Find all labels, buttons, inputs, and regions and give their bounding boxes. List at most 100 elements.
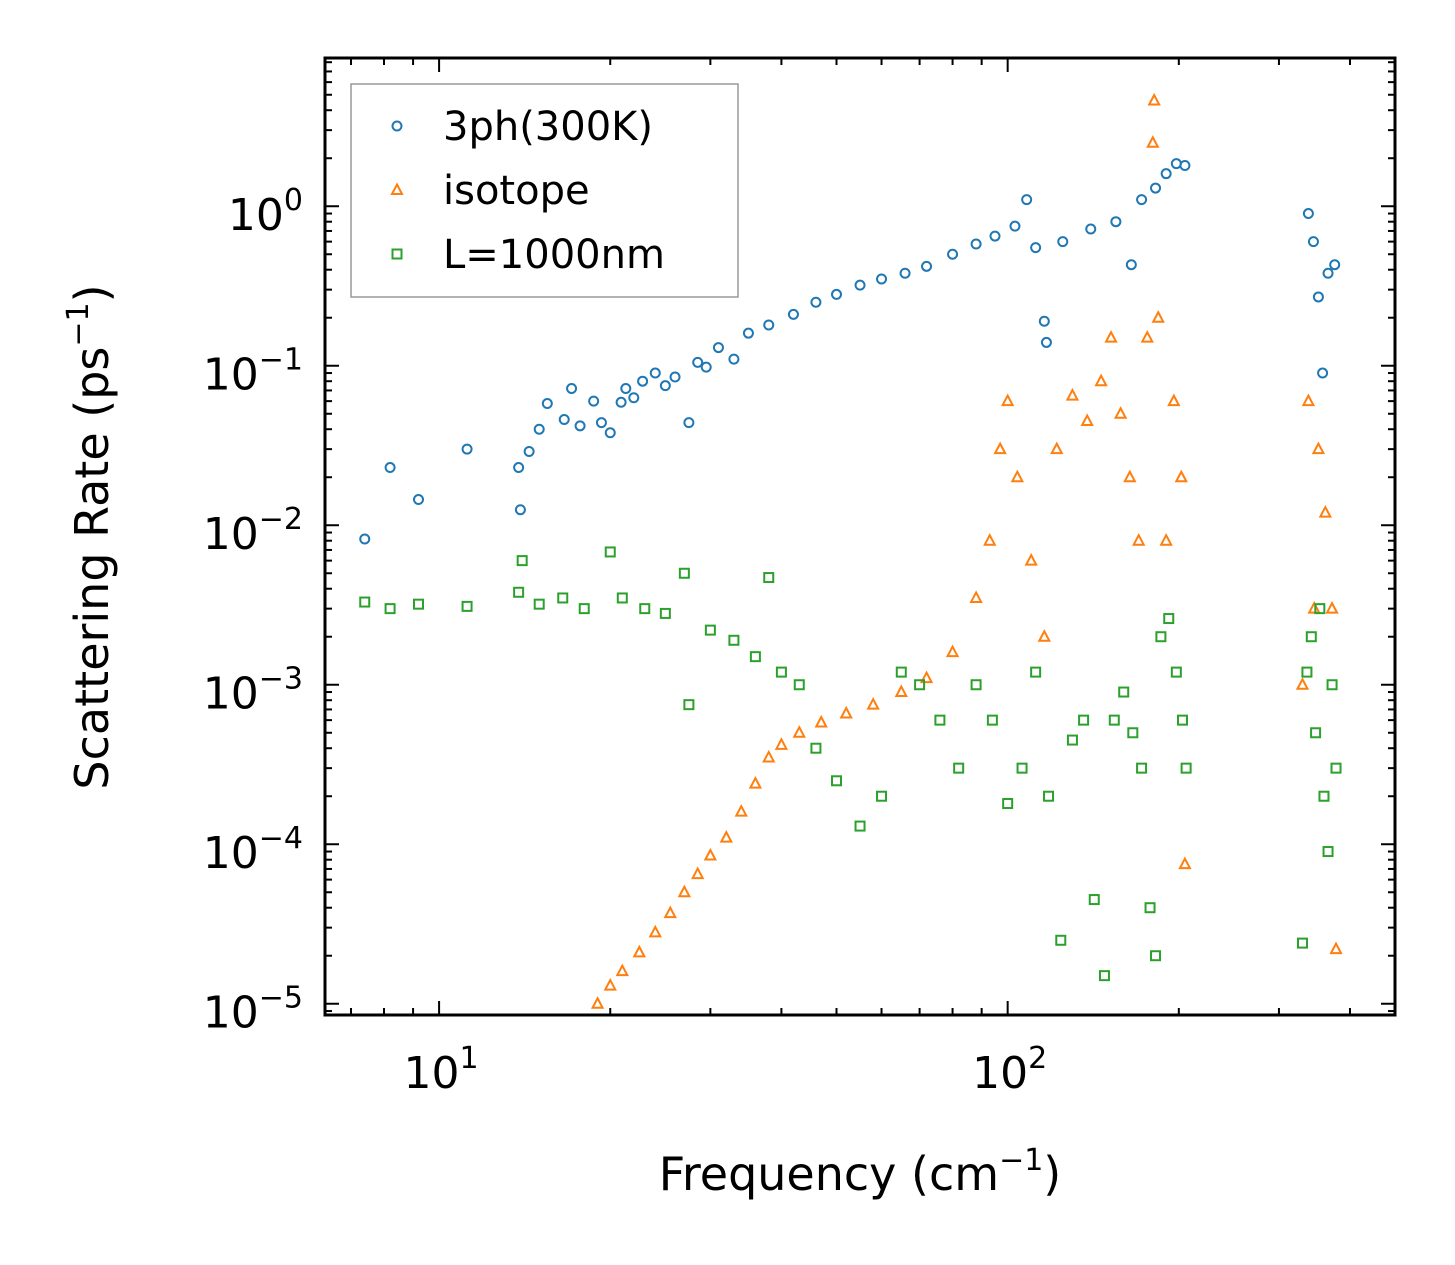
data-point (649, 367, 661, 379)
data-point (663, 905, 677, 919)
data-point (359, 533, 371, 545)
data-point (1144, 902, 1156, 914)
data-point (1329, 259, 1341, 271)
data-point (1160, 168, 1172, 180)
legend: 3ph(300K) isotope L=1000nm (350, 83, 739, 298)
data-point (742, 327, 754, 339)
data-point (839, 705, 853, 719)
y-tick-label: 10−1 (203, 343, 303, 401)
data-point (1098, 970, 1110, 982)
data-point (945, 644, 960, 658)
data-point (1155, 631, 1167, 643)
data-point (603, 977, 617, 991)
data-point (787, 308, 799, 320)
data-point (1065, 387, 1080, 401)
series-2 (590, 92, 1343, 1009)
data-point (719, 829, 733, 843)
data-point (1085, 223, 1097, 235)
data-point (876, 273, 888, 285)
data-point (854, 279, 866, 291)
data-point (1302, 208, 1314, 220)
legend-label-3ph: 3ph(300K) (443, 104, 653, 150)
data-point (895, 666, 907, 678)
data-point (969, 590, 983, 603)
data-point (970, 238, 982, 250)
series-3 (359, 546, 1342, 982)
data-point (1113, 406, 1128, 419)
data-point (831, 288, 843, 300)
x-axis-label: Frequency (cm−1) (659, 1143, 1062, 1201)
data-point (866, 697, 880, 710)
data-point (1317, 367, 1329, 379)
data-point (461, 443, 473, 455)
data-point (854, 820, 866, 832)
data-point (413, 494, 425, 506)
data-point (384, 462, 396, 474)
data-point (1030, 242, 1042, 254)
data-point (1314, 603, 1326, 615)
data-point (1002, 798, 1014, 810)
y-tick-label: 100 (228, 183, 303, 241)
data-point (792, 725, 806, 738)
data-point (989, 230, 1001, 242)
data-point (1325, 600, 1339, 614)
data-point (692, 356, 704, 368)
data-point (1009, 220, 1021, 232)
legend-marker (390, 182, 404, 195)
data-point (774, 737, 789, 750)
data-point (632, 944, 646, 958)
series-layer (359, 92, 1343, 1009)
data-point (1136, 194, 1148, 206)
data-point (513, 462, 525, 474)
data-point (1151, 310, 1165, 323)
data-point (1295, 677, 1310, 690)
data-point (516, 555, 528, 567)
data-point (677, 884, 692, 898)
data-point (1016, 762, 1028, 774)
data-point (604, 546, 616, 558)
data-point (523, 445, 535, 457)
data-point (1322, 267, 1334, 279)
y-tick-label: 10−3 (203, 662, 303, 720)
data-point (1088, 894, 1100, 906)
data-point (1163, 613, 1175, 625)
legend-markers (390, 120, 404, 260)
data-point (1021, 194, 1033, 206)
data-point (793, 679, 805, 691)
series-1 (359, 158, 1341, 545)
data-point (1024, 552, 1038, 566)
data-point (574, 420, 586, 432)
data-point (1330, 762, 1342, 774)
data-point (1318, 790, 1330, 802)
data-point (921, 260, 933, 272)
data-point (691, 866, 705, 880)
data-point (703, 847, 718, 861)
data-point (1043, 790, 1055, 802)
data-point (1178, 856, 1192, 870)
data-point (810, 296, 822, 308)
data-point (1040, 336, 1052, 348)
data-point (1180, 762, 1192, 774)
data-point (763, 572, 775, 584)
data-point (947, 248, 959, 260)
data-point (533, 423, 545, 435)
data-point (514, 504, 526, 516)
y-tick-label: 10−5 (203, 981, 303, 1039)
data-point (359, 596, 371, 608)
data-point (1050, 441, 1064, 455)
data-point (1108, 714, 1120, 726)
data-point (993, 441, 1007, 455)
data-point (413, 598, 425, 610)
y-axis-label: Scattering Rate (ps−1) (61, 284, 119, 789)
data-point (1055, 934, 1067, 946)
data-point (1170, 666, 1182, 678)
data-point (1140, 330, 1154, 343)
data-point (461, 600, 473, 612)
data-point (1127, 727, 1139, 739)
data-point (1057, 236, 1069, 248)
data-point (1010, 469, 1025, 483)
data-point (934, 714, 946, 726)
data-point (678, 567, 690, 579)
data-point (953, 762, 965, 774)
